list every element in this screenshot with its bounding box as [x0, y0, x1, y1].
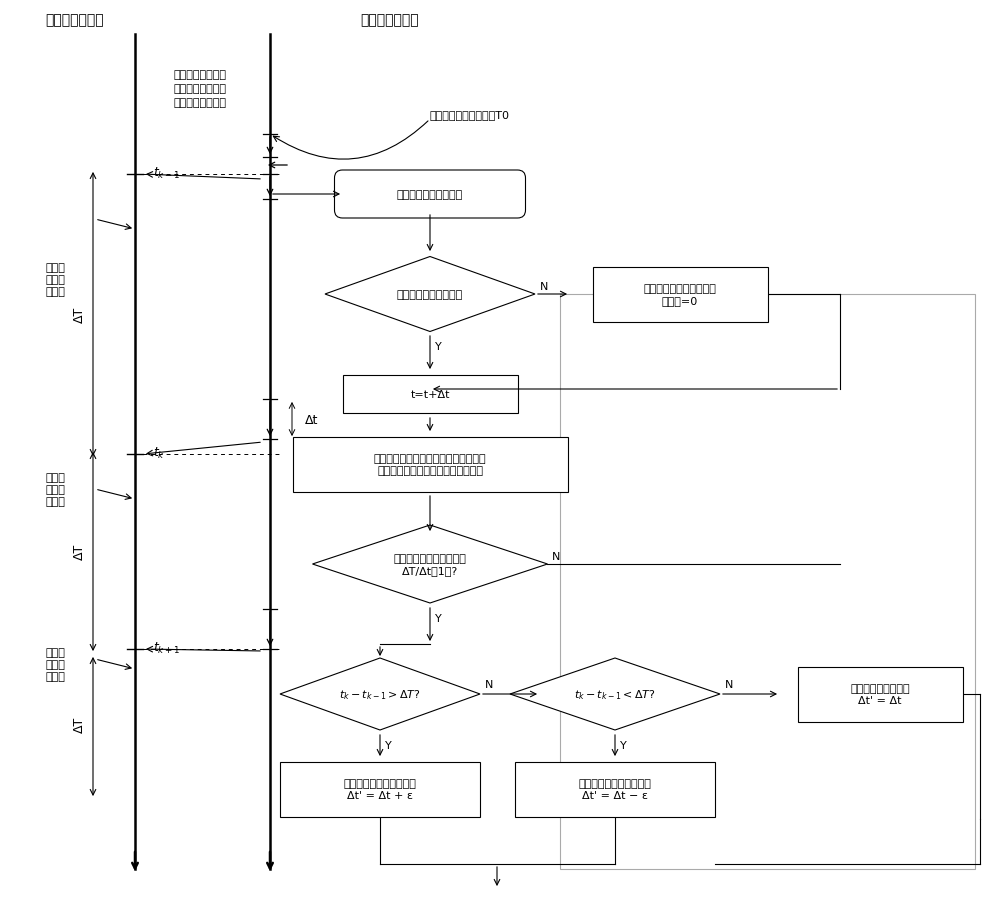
Polygon shape — [510, 658, 720, 731]
Text: 关节轨迹规划是否启动: 关节轨迹规划是否启动 — [397, 289, 463, 300]
Text: $t_k - t_{k-1} < \Delta T$?: $t_k - t_{k-1} < \Delta T$? — [574, 687, 656, 701]
Text: 关节轨迹规划启动时刻: 关节轨迹规划启动时刻 — [397, 190, 463, 199]
Text: 中央控制器时钟: 中央控制器时钟 — [46, 13, 104, 27]
Text: t=t+Δt: t=t+Δt — [410, 390, 450, 400]
FancyBboxPatch shape — [515, 762, 715, 817]
Text: ΔT: ΔT — [72, 307, 86, 323]
Text: N: N — [485, 679, 493, 689]
Text: 输出关节当前位置、速度
加速度=0: 输出关节当前位置、速度 加速度=0 — [644, 284, 716, 305]
Text: 向关节
发送期
望位置: 向关节 发送期 望位置 — [45, 648, 65, 681]
FancyBboxPatch shape — [292, 437, 568, 492]
FancyBboxPatch shape — [280, 762, 480, 817]
Text: Y: Y — [385, 740, 391, 750]
Text: 关节控制器的定时器
Δt' = Δt: 关节控制器的定时器 Δt' = Δt — [850, 684, 910, 705]
Text: Y: Y — [620, 740, 626, 750]
FancyBboxPatch shape — [334, 171, 526, 219]
Text: $t_k$: $t_k$ — [153, 445, 165, 460]
FancyBboxPatch shape — [342, 376, 518, 414]
Text: N: N — [725, 679, 733, 689]
Text: 调用加速度最优的轨迹规划算法输出关
节期望位置、期望速度、期望加速度: 调用加速度最优的轨迹规划算法输出关 节期望位置、期望速度、期望加速度 — [374, 454, 486, 475]
Text: 关节控制器的定时器修正
Δt' = Δt − ε: 关节控制器的定时器修正 Δt' = Δt − ε — [579, 778, 651, 800]
FancyBboxPatch shape — [798, 667, 962, 721]
Text: $t_{k+1}$: $t_{k+1}$ — [153, 640, 180, 655]
Polygon shape — [280, 658, 480, 731]
Text: 关节控制器时钟: 关节控制器时钟 — [361, 13, 419, 27]
Text: $t_k - t_{k-1} > \Delta T$?: $t_k - t_{k-1} > \Delta T$? — [339, 687, 421, 701]
Text: N: N — [552, 551, 560, 562]
FancyBboxPatch shape — [592, 267, 768, 323]
Text: ΔT: ΔT — [72, 543, 86, 560]
Text: ΔT: ΔT — [72, 716, 86, 732]
Text: 轨迹规划启动延时时间T0: 轨迹规划启动延时时间T0 — [430, 110, 510, 119]
Text: 关节控制器的定时器修正
Δt' = Δt + ε: 关节控制器的定时器修正 Δt' = Δt + ε — [344, 778, 416, 800]
Text: 向关节
发送期
望位置: 向关节 发送期 望位置 — [45, 473, 65, 506]
Text: Y: Y — [435, 613, 441, 623]
Text: N: N — [540, 282, 548, 291]
Text: $t_{k-1}$: $t_{k-1}$ — [153, 165, 180, 180]
Polygon shape — [312, 526, 548, 604]
Text: 关节轨迹规划是否调用了
ΔT/Δt－1次?: 关节轨迹规划是否调用了 ΔT/Δt－1次? — [394, 553, 466, 575]
Text: Δt: Δt — [305, 413, 318, 426]
Polygon shape — [325, 257, 535, 332]
Text: 向关节
发送期
望位置: 向关节 发送期 望位置 — [45, 263, 65, 296]
Text: 利用关节控制器时
钟对发送期望位置
时刻间隔进行计时: 利用关节控制器时 钟对发送期望位置 时刻间隔进行计时 — [174, 70, 226, 108]
Text: Y: Y — [435, 342, 441, 352]
